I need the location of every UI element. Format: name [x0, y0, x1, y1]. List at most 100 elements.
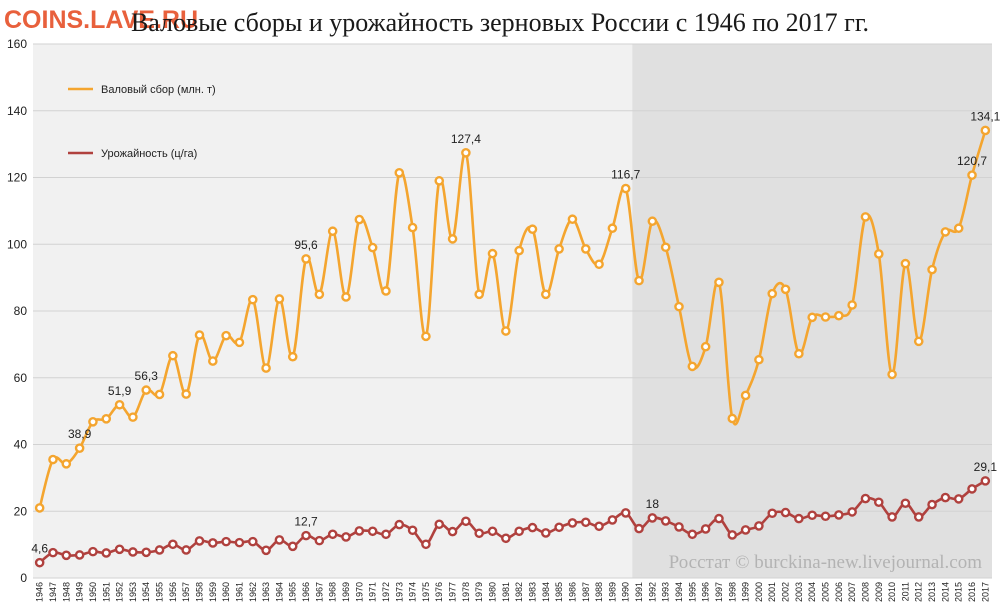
data-point	[74, 550, 85, 560]
data-point	[274, 294, 285, 304]
watermark-logo: COINS.LAVE.RU	[4, 6, 198, 34]
y-tick-label: 0	[20, 571, 27, 585]
data-point	[354, 526, 365, 536]
data-point	[501, 326, 511, 336]
data-point	[927, 499, 937, 510]
data-point	[660, 516, 671, 526]
data-point	[287, 541, 298, 552]
x-tick-label: 1983	[527, 582, 537, 602]
data-point	[767, 288, 778, 299]
data-point	[434, 176, 445, 186]
data-point	[114, 544, 125, 555]
data-point	[913, 336, 924, 347]
x-tick-label: 1997	[714, 582, 724, 602]
data-point	[208, 356, 218, 366]
data-point	[367, 526, 378, 537]
x-tick-label: 1963	[261, 582, 271, 602]
x-tick-label: 1959	[208, 582, 218, 602]
x-tick-label: 1958	[194, 582, 204, 602]
chart-title: Валовые сборы и урожайность зерновых Рос…	[130, 8, 870, 37]
data-point	[114, 399, 125, 410]
data-label: 4,6	[31, 542, 48, 556]
data-point	[807, 510, 817, 521]
data-point	[407, 222, 418, 233]
source-credit: Росстат © burckina-new.livejournal.com	[669, 552, 983, 573]
data-point	[287, 351, 298, 362]
data-point	[887, 512, 897, 522]
data-point	[780, 284, 791, 295]
data-point	[887, 369, 897, 380]
data-point	[980, 476, 991, 486]
data-point	[660, 242, 671, 253]
data-point	[967, 170, 977, 180]
x-tick-label: 2003	[794, 582, 804, 602]
data-point	[700, 524, 711, 534]
x-tick-label: 1948	[61, 582, 71, 602]
data-point	[301, 530, 311, 541]
data-point	[421, 331, 431, 342]
data-point	[434, 519, 445, 530]
data-point	[714, 513, 724, 524]
data-point	[953, 223, 964, 234]
data-point	[594, 521, 604, 532]
data-point	[860, 212, 871, 222]
data-point	[847, 300, 857, 310]
x-tick-label: 1978	[461, 582, 471, 602]
x-tick-label: 2013	[927, 582, 937, 602]
data-point	[794, 513, 804, 524]
data-point	[913, 512, 924, 522]
data-label: 51,9	[108, 384, 132, 398]
y-tick-label: 100	[7, 237, 27, 251]
x-tick-label: 1952	[115, 582, 125, 602]
data-point	[953, 494, 964, 504]
data-point	[514, 526, 524, 537]
data-point	[634, 523, 644, 534]
data-point	[208, 538, 218, 548]
x-tick-label: 2004	[807, 582, 817, 602]
x-tick-label: 2002	[781, 582, 791, 602]
data-point	[141, 547, 152, 558]
x-tick-label: 2005	[821, 582, 831, 602]
data-point	[647, 513, 658, 523]
data-point	[834, 510, 844, 520]
x-tick-label: 1972	[381, 582, 391, 602]
x-tick-label: 2009	[874, 582, 884, 602]
x-tick-label: 2008	[860, 582, 870, 602]
data-point	[927, 264, 937, 275]
data-point	[314, 289, 325, 300]
data-point	[873, 249, 884, 259]
data-point	[274, 535, 285, 545]
data-point	[327, 529, 338, 540]
x-tick-label: 1973	[394, 582, 404, 602]
data-point	[580, 244, 591, 254]
data-point	[141, 385, 152, 395]
x-tick-label: 1990	[621, 582, 631, 602]
x-tick-label: 2014	[940, 582, 950, 602]
x-tick-label: 1993	[661, 582, 671, 602]
x-tick-label: 1955	[155, 582, 165, 602]
data-point	[168, 350, 178, 361]
data-point	[88, 546, 98, 557]
data-point	[101, 548, 112, 558]
data-point	[727, 413, 738, 424]
x-tick-label: 1996	[701, 582, 711, 602]
data-point	[847, 507, 857, 517]
x-tick-label: 1988	[594, 582, 604, 602]
data-point	[341, 292, 351, 302]
data-point	[554, 522, 564, 533]
data-point	[780, 507, 791, 518]
data-point	[101, 414, 112, 424]
data-point	[474, 289, 485, 300]
data-point	[527, 224, 538, 235]
x-tick-label: 1950	[88, 582, 98, 602]
x-tick-label: 1947	[48, 582, 58, 602]
x-tick-label: 1956	[168, 582, 178, 602]
x-tick-label: 1989	[607, 582, 617, 602]
data-point	[820, 511, 831, 522]
data-point	[234, 337, 245, 348]
data-point	[754, 354, 764, 365]
x-tick-label: 1979	[474, 582, 484, 602]
x-tick-label: 2010	[887, 582, 897, 602]
data-point	[794, 348, 804, 359]
